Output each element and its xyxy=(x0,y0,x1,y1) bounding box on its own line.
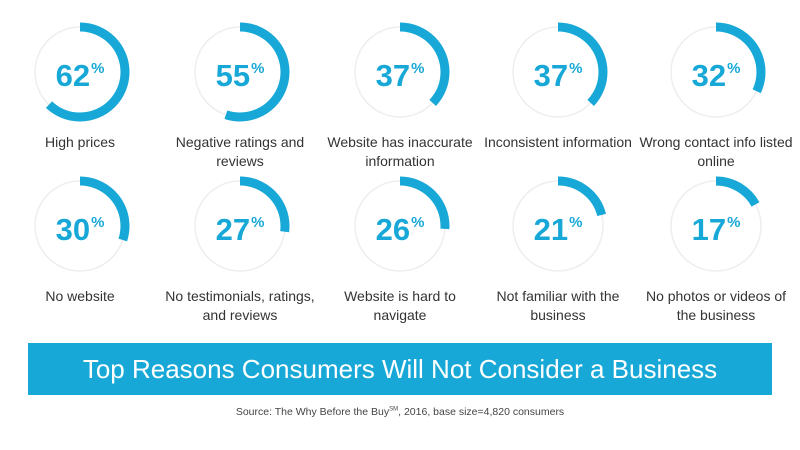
stat-label: Negative ratings and reviews xyxy=(175,134,305,169)
stat-label: Inconsistent information xyxy=(484,134,632,150)
percent-value: 26% xyxy=(320,203,480,250)
service-mark: SM xyxy=(389,406,399,413)
source-prefix: Source: The Why Before the Buy xyxy=(235,406,390,418)
stat-label: Not familiar with the business xyxy=(496,288,620,323)
percent-value: 30% xyxy=(0,203,160,250)
percent-value: 55% xyxy=(160,49,320,96)
stat-label: No website xyxy=(45,288,115,304)
stat-label: No testimonials, ratings, and reviews xyxy=(165,288,315,323)
percent-sign: % xyxy=(411,60,425,77)
percent-number: 37 xyxy=(375,58,411,93)
percent-sign: % xyxy=(727,214,741,231)
percent-number: 30 xyxy=(55,212,91,247)
donut-ring xyxy=(498,166,618,286)
percent-value: 27% xyxy=(160,203,320,250)
percent-number: 21 xyxy=(533,212,569,247)
stat-label: Website is hard to navigate xyxy=(344,288,456,323)
donut-ring xyxy=(180,12,300,132)
stats-grid: 62% High prices 55% Negative ratings and re… xyxy=(0,12,796,323)
percent-value: 17% xyxy=(636,203,796,250)
percent-sign: % xyxy=(569,60,583,77)
donut-arc xyxy=(508,22,608,122)
percent-number: 17 xyxy=(691,212,727,247)
percent-sign: % xyxy=(569,214,583,231)
stat-label: No photos or videos of the business xyxy=(645,288,787,323)
percent-value: 32% xyxy=(636,49,796,96)
donut-ring xyxy=(340,166,460,286)
donut-ring xyxy=(20,166,140,286)
source-suffix: , 2016, base size=4,820 consumers xyxy=(398,406,565,418)
percent-sign: % xyxy=(91,60,105,77)
percent-number: 37 xyxy=(533,58,569,93)
title-banner: Top Reasons Consumers Will Not Consider … xyxy=(28,343,772,395)
donut-arc xyxy=(508,176,608,276)
donut-arc xyxy=(30,176,130,276)
donut-ring xyxy=(180,166,300,286)
percent-sign: % xyxy=(251,60,265,77)
donut-arc xyxy=(190,22,290,122)
donut-ring xyxy=(340,12,460,132)
percent-sign: % xyxy=(91,214,105,231)
percent-number: 27 xyxy=(215,212,251,247)
donut-arc xyxy=(190,176,290,276)
percent-value: 21% xyxy=(478,203,638,250)
donut-arc xyxy=(350,22,450,122)
donut-arc xyxy=(666,22,766,122)
percent-number: 32 xyxy=(691,58,727,93)
percent-value: 37% xyxy=(320,49,480,96)
percent-value: 37% xyxy=(478,49,638,96)
percent-number: 55 xyxy=(215,58,251,93)
source-note: Source: The Why Before the BuySM, 2016, … xyxy=(0,406,800,418)
percent-value: 62% xyxy=(0,49,160,96)
donut-ring xyxy=(498,12,618,132)
stat-label: Website has inaccurate information xyxy=(327,134,473,169)
chart-title: Top Reasons Consumers Will Not Consider … xyxy=(82,354,718,384)
donut-ring xyxy=(20,12,140,132)
percent-sign: % xyxy=(251,214,265,231)
percent-sign: % xyxy=(411,214,425,231)
stat-label: Wrong contact info listed online xyxy=(639,134,793,169)
stat-label: High prices xyxy=(44,134,116,150)
donut-ring xyxy=(656,12,776,132)
donut-arc xyxy=(666,176,766,276)
percent-number: 62 xyxy=(55,58,91,93)
percent-sign: % xyxy=(727,60,741,77)
donut-ring xyxy=(656,166,776,286)
percent-number: 26 xyxy=(375,212,411,247)
donut-arc xyxy=(350,176,450,276)
donut-arc xyxy=(30,22,130,122)
